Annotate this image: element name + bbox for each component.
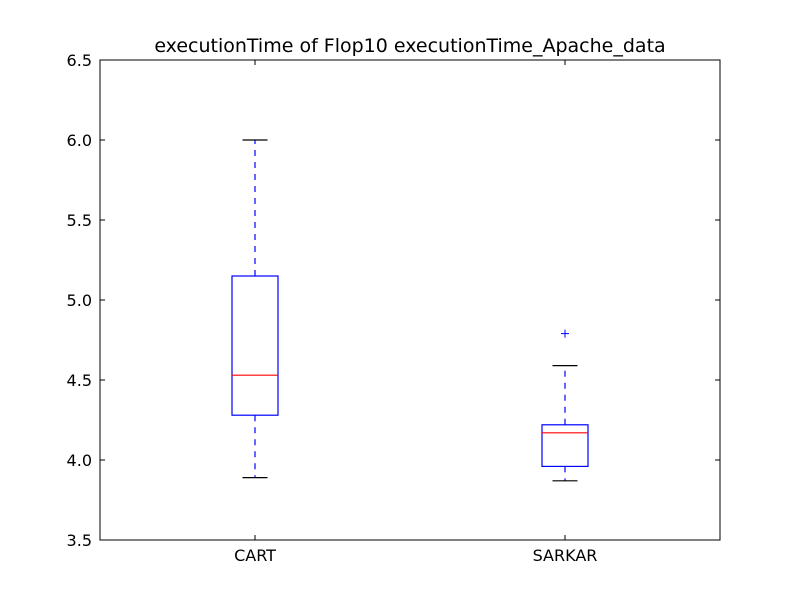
iqr-box: [231, 275, 279, 416]
iqr-box: [541, 424, 589, 467]
y-tick-label: 6.0: [67, 131, 92, 150]
box-cart: [231, 139, 279, 479]
x-axis: CART SARKAR: [234, 60, 597, 565]
y-tick-label: 3.5: [67, 531, 92, 550]
chart-title: executionTime of Flop10 executionTime_Ap…: [154, 35, 665, 57]
y-tick-label: 4.0: [67, 451, 92, 470]
x-tick-label: SARKAR: [533, 546, 598, 565]
y-tick-label: 4.5: [67, 371, 92, 390]
y-axis: 3.5 4.0 4.5 5.0 5.5 6.0 6.5: [67, 51, 720, 550]
y-tick-label: 6.5: [67, 51, 92, 70]
box-sarkar: [541, 329, 589, 482]
y-tick-label: 5.5: [67, 211, 92, 230]
plot-area: [231, 139, 589, 482]
x-tick-label: CART: [234, 546, 276, 565]
y-tick-label: 5.0: [67, 291, 92, 310]
axes-frame: [99, 59, 721, 541]
outlier-point: [561, 329, 569, 338]
